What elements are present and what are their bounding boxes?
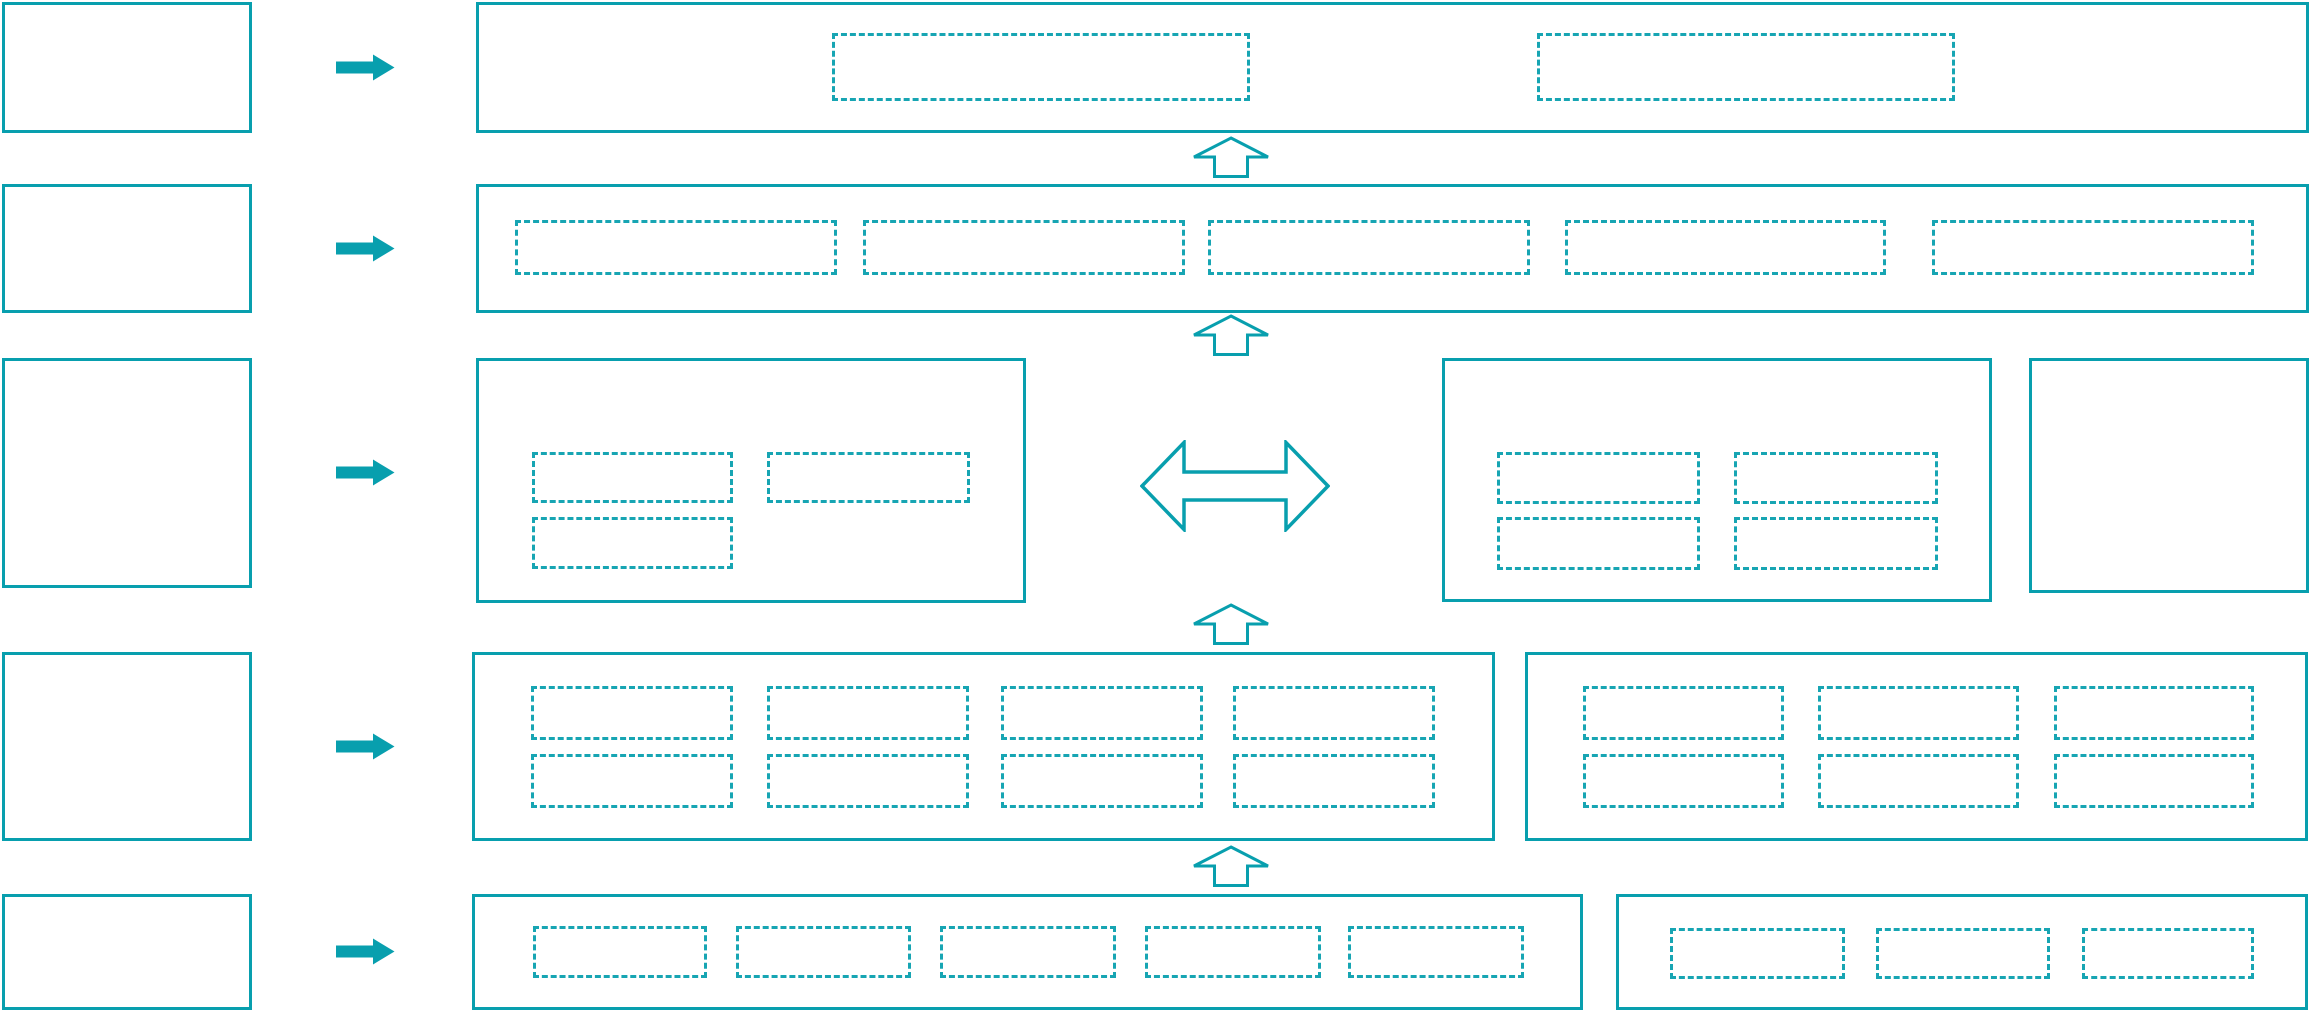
layer3-right-placeholder-1 xyxy=(1497,452,1700,504)
layer5-left-placeholder-5 xyxy=(1348,926,1524,978)
layer3-left-placeholder-1 xyxy=(532,452,733,503)
layer5-left-placeholder-4 xyxy=(1145,926,1321,978)
right-arrow-icon xyxy=(336,733,395,760)
layer5-right-panel xyxy=(1616,894,2308,1010)
up-arrow-icon xyxy=(1193,136,1269,178)
layer4-right-placeholder-2 xyxy=(1818,686,2019,740)
layer4-left-placeholder-1 xyxy=(531,686,733,740)
layer4-right-panel xyxy=(1525,652,2308,841)
right-arrow-icon xyxy=(336,235,395,262)
up-arrow-icon xyxy=(1193,845,1269,887)
layer4-left-panel xyxy=(472,652,1495,841)
layer5-right-placeholder-3 xyxy=(2082,928,2254,979)
right-arrow-icon xyxy=(336,459,395,486)
layer5-right-placeholder-1 xyxy=(1670,928,1845,979)
layer4-left-placeholder-6 xyxy=(767,754,969,808)
layer4-right-placeholder-3 xyxy=(2054,686,2254,740)
layer1-placeholder-2 xyxy=(1537,33,1955,101)
layer4-left-placeholder-8 xyxy=(1233,754,1435,808)
layer5-left-box xyxy=(2,894,252,1010)
layer3-left-panel xyxy=(476,358,1026,603)
layer4-right-placeholder-5 xyxy=(1818,754,2019,808)
layer3-right-placeholder-4 xyxy=(1734,517,1938,570)
layer3-side-box xyxy=(2029,358,2309,593)
layer4-left-placeholder-5 xyxy=(531,754,733,808)
layer5-left-placeholder-3 xyxy=(940,926,1116,978)
layer4-left-placeholder-4 xyxy=(1233,686,1435,740)
layer3-right-placeholder-3 xyxy=(1497,517,1700,570)
layer1-placeholder-1 xyxy=(832,33,1250,101)
layer2-placeholder-5 xyxy=(1932,220,2254,275)
layer5-left-placeholder-2 xyxy=(736,926,911,978)
layer4-right-placeholder-6 xyxy=(2054,754,2254,808)
layer5-left-panel xyxy=(472,894,1583,1010)
layer4-left-placeholder-3 xyxy=(1001,686,1203,740)
layer3-left-placeholder-2 xyxy=(767,452,970,503)
layer3-left-placeholder-3 xyxy=(532,517,733,569)
right-arrow-icon xyxy=(336,54,395,81)
layer2-panel xyxy=(476,184,2309,313)
layer3-right-panel xyxy=(1442,358,1992,602)
layer4-right-placeholder-1 xyxy=(1583,686,1784,740)
layer2-placeholder-2 xyxy=(863,220,1185,275)
layer4-left-placeholder-7 xyxy=(1001,754,1203,808)
layer4-right-placeholder-4 xyxy=(1583,754,1784,808)
layer3-right-placeholder-2 xyxy=(1734,452,1938,504)
layer5-right-placeholder-2 xyxy=(1876,928,2050,979)
layer4-left-box xyxy=(2,652,252,841)
layer4-left-placeholder-2 xyxy=(767,686,969,740)
layer2-placeholder-4 xyxy=(1565,220,1886,275)
right-arrow-icon xyxy=(336,938,395,965)
layer2-placeholder-1 xyxy=(515,220,837,275)
layer5-left-placeholder-1 xyxy=(533,926,707,978)
double-arrow-icon xyxy=(1140,440,1330,532)
layer1-panel xyxy=(476,2,2309,133)
up-arrow-icon xyxy=(1193,603,1269,645)
layer2-left-box xyxy=(2,184,252,313)
layer2-placeholder-3 xyxy=(1208,220,1530,275)
layer3-left-box xyxy=(2,358,252,588)
layer1-left-box xyxy=(2,2,252,133)
up-arrow-icon xyxy=(1193,314,1269,356)
